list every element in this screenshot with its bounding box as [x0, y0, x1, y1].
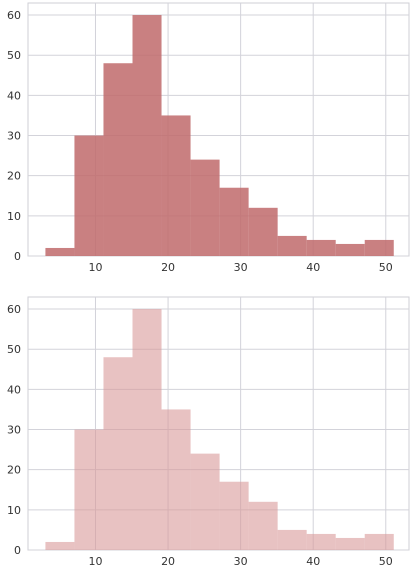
histogram-bar — [306, 533, 336, 550]
x-tick-label: 10 — [88, 261, 102, 274]
histogram-bar — [306, 239, 336, 256]
histogram-bar — [364, 239, 394, 256]
x-tick-label: 10 — [88, 555, 102, 567]
histogram-bar — [248, 501, 278, 550]
x-tick-label: 30 — [234, 261, 248, 274]
y-tick-label: 10 — [7, 504, 21, 517]
y-tick-label: 30 — [7, 130, 21, 143]
y-tick-label: 60 — [7, 303, 21, 316]
x-tick-label: 20 — [161, 555, 175, 567]
histogram-bar — [219, 187, 249, 256]
x-tick-label: 50 — [379, 261, 393, 274]
histogram-bar — [190, 453, 220, 550]
histogram-bar — [132, 309, 162, 550]
y-tick-label: 0 — [14, 250, 21, 263]
y-tick-label: 30 — [7, 424, 21, 437]
x-tick-label: 20 — [161, 261, 175, 274]
histogram-bar — [364, 533, 394, 550]
y-tick-label: 10 — [7, 210, 21, 223]
histogram-bar — [45, 247, 75, 256]
histogram-bar — [103, 63, 133, 256]
histogram-bar — [103, 357, 133, 550]
histogram-bar — [132, 15, 162, 256]
histogram-bar — [161, 409, 191, 550]
histogram-panel-bottom: 10 20 30 40 50 0 10 20 30 40 50 60 — [7, 296, 410, 567]
histogram-bar — [74, 135, 104, 256]
histogram-bar — [219, 481, 249, 550]
histogram-bar — [190, 159, 220, 256]
histogram-bar — [45, 541, 75, 550]
x-tick-label: 50 — [379, 555, 393, 567]
y-tick-label: 50 — [7, 49, 21, 62]
y-tick-label: 50 — [7, 343, 21, 356]
y-tick-label: 20 — [7, 464, 21, 477]
y-tick-label: 60 — [7, 9, 21, 22]
histogram-bar — [335, 537, 365, 550]
x-tick-label: 30 — [234, 555, 248, 567]
histogram-panel-top: 10 20 30 40 50 0 10 20 30 40 50 60 — [7, 2, 410, 274]
y-tick-label: 40 — [7, 383, 21, 396]
histogram-bar — [277, 529, 307, 550]
histogram-bar — [277, 235, 307, 256]
y-tick-label: 20 — [7, 170, 21, 183]
histogram-bar — [74, 429, 104, 550]
y-tick-label: 0 — [14, 544, 21, 557]
x-tick-label: 40 — [306, 261, 320, 274]
y-tick-label: 40 — [7, 89, 21, 102]
x-tick-label: 40 — [306, 555, 320, 567]
histogram-bar — [248, 207, 278, 256]
histogram-bar — [335, 243, 365, 256]
histogram-bar — [161, 115, 191, 256]
